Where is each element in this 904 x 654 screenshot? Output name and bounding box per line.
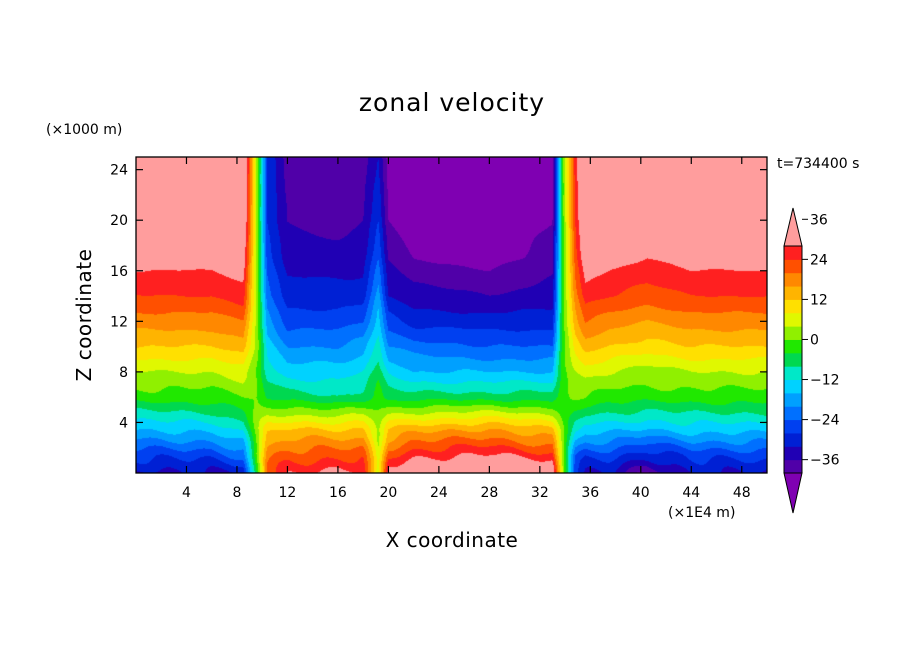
colorbar-segment	[784, 272, 802, 287]
colorbar: 36 24 12 0 −12 −24 −36	[783, 207, 840, 514]
colorbar-frame	[783, 245, 803, 474]
y-axis-label: Z coordinate	[72, 249, 96, 382]
x-units-label: (×1E4 m)	[668, 505, 735, 521]
x-tick-label: 36	[581, 485, 599, 501]
colorbar-tick-label: −36	[810, 453, 840, 469]
x-tick-label: 8	[232, 485, 241, 501]
y-units-label: (×1000 m)	[46, 122, 122, 138]
x-tick-label: 24	[430, 485, 448, 501]
colorbar-segment	[784, 379, 802, 394]
colorbar-tick-label: 36	[810, 212, 828, 228]
colorbar-segment	[784, 352, 802, 367]
colorbar-tick-label: 0	[810, 332, 819, 348]
colorbar-tick-label: −12	[810, 373, 840, 389]
x-tick-label: 48	[733, 485, 751, 501]
colorbar-segment	[784, 366, 802, 381]
colorbar-segment	[784, 312, 802, 327]
x-tick-label: 40	[632, 485, 650, 501]
colorbar-tick-label: 24	[810, 252, 828, 268]
colorbar-segment	[784, 392, 802, 407]
y-axis-ticks: 4 8 12 16 20 24	[110, 163, 767, 431]
time-label: t=734400 s	[777, 156, 859, 172]
chart-title: zonal velocity	[359, 88, 545, 117]
colorbar-tick-label: 12	[810, 292, 828, 308]
colorbar-segment	[784, 446, 802, 461]
y-tick-label: 20	[110, 213, 128, 229]
x-axis-label: X coordinate	[386, 528, 519, 552]
colorbar-segment	[784, 299, 802, 314]
x-tick-label: 28	[480, 485, 498, 501]
colorbar-segment	[784, 286, 802, 300]
x-tick-label: 44	[682, 485, 700, 501]
colorbar-segment	[784, 326, 802, 340]
x-axis-ticks: 4 8 12 16 20 24 28 32 36 40 44 48	[182, 157, 751, 501]
colorbar-segment	[784, 459, 802, 474]
colorbar-tick-label: −24	[810, 413, 840, 429]
colorbar-segment	[784, 259, 802, 274]
colorbar-segment	[784, 419, 802, 434]
colorbar-segment	[784, 339, 802, 354]
y-tick-label: 24	[110, 163, 128, 179]
y-tick-label: 16	[110, 264, 128, 280]
x-tick-label: 20	[379, 485, 397, 501]
x-tick-label: 16	[329, 485, 347, 501]
y-tick-label: 12	[110, 314, 128, 330]
x-tick-label: 32	[531, 485, 549, 501]
x-tick-label: 12	[279, 485, 297, 501]
colorbar-segment	[784, 432, 802, 447]
colorbar-segment	[784, 406, 802, 421]
plot-frame	[135, 156, 768, 474]
y-tick-label: 4	[119, 415, 128, 431]
colorbar-segment	[784, 246, 802, 260]
y-tick-label: 8	[119, 365, 128, 381]
x-tick-label: 4	[182, 485, 191, 501]
heatmap-field	[136, 157, 767, 473]
